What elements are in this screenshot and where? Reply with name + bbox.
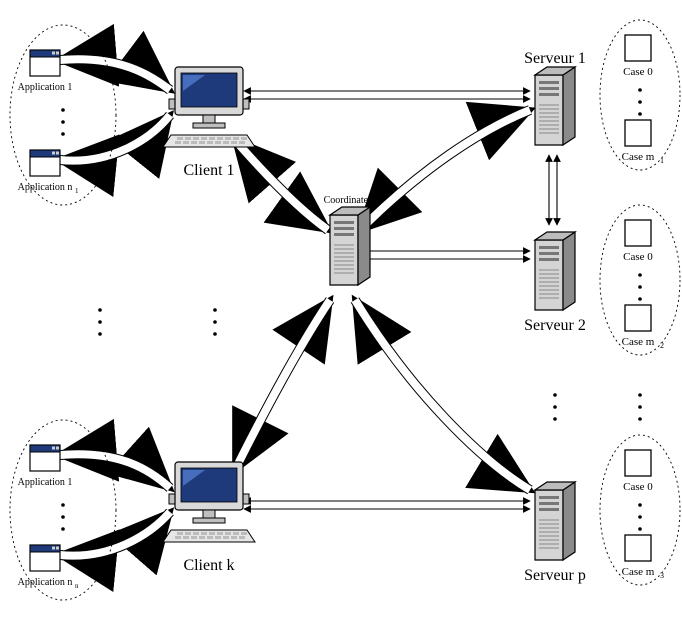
vdots bbox=[61, 503, 65, 531]
vdots bbox=[638, 503, 642, 531]
group-ellipse bbox=[10, 25, 116, 205]
serveur-p-label: Serveur p bbox=[524, 567, 586, 584]
group-ellipse bbox=[600, 205, 680, 355]
application-window bbox=[30, 445, 60, 471]
case-box bbox=[625, 35, 651, 61]
case-label: Case m bbox=[622, 566, 655, 578]
edge bbox=[355, 300, 530, 490]
vdots bbox=[98, 308, 102, 336]
case-label: Case 0 bbox=[623, 481, 653, 493]
case-box bbox=[625, 220, 651, 246]
case-label: Case 0 bbox=[623, 66, 653, 78]
client-k-label: Client k bbox=[183, 557, 234, 574]
client-1 bbox=[163, 67, 255, 147]
vdots bbox=[213, 308, 217, 336]
edge bbox=[60, 115, 170, 161]
vdots bbox=[553, 393, 557, 421]
case-label: Case m bbox=[622, 151, 655, 163]
vdots bbox=[61, 108, 65, 136]
serveur-1 bbox=[535, 67, 575, 145]
case-label: Case 0 bbox=[623, 251, 653, 263]
application-window bbox=[30, 150, 60, 176]
case-box bbox=[625, 535, 651, 561]
edge bbox=[549, 155, 557, 225]
application-window bbox=[30, 50, 60, 76]
case-label: Case m bbox=[622, 336, 655, 348]
vdots bbox=[638, 273, 642, 301]
case-label-sub: 1 bbox=[660, 156, 664, 165]
application-label: Application n bbox=[18, 577, 73, 588]
serveur-2-label: Serveur 2 bbox=[524, 317, 586, 334]
case-box bbox=[625, 305, 651, 331]
serveur-1-label: Serveur 1 bbox=[524, 50, 586, 67]
edge bbox=[244, 91, 530, 99]
vdots bbox=[638, 393, 642, 421]
client-k bbox=[163, 462, 255, 542]
edge bbox=[235, 300, 330, 470]
coordinator-label: Coordinateur bbox=[324, 195, 377, 206]
case-label-sub: 2 bbox=[660, 341, 664, 350]
application-label: Application 1 bbox=[18, 477, 73, 488]
edge bbox=[60, 512, 170, 556]
vdots bbox=[638, 88, 642, 116]
application-label-sub: 1 bbox=[75, 187, 79, 195]
group-ellipse bbox=[600, 435, 680, 585]
application-label: Application 1 bbox=[18, 82, 73, 93]
edge bbox=[60, 59, 170, 90]
case-box bbox=[625, 450, 651, 476]
edge bbox=[360, 110, 530, 230]
application-label: Application n bbox=[18, 182, 73, 193]
client-1-label: Client 1 bbox=[183, 162, 234, 179]
group-ellipse bbox=[600, 20, 680, 170]
edge bbox=[235, 140, 328, 230]
case-box bbox=[625, 120, 651, 146]
edge bbox=[362, 251, 530, 259]
serveur-2 bbox=[535, 232, 575, 310]
serveur-p bbox=[535, 482, 575, 560]
coordinator bbox=[330, 207, 370, 285]
application-label-sub: n bbox=[75, 582, 79, 590]
edge bbox=[60, 454, 170, 488]
application-window bbox=[30, 545, 60, 571]
group-ellipse bbox=[10, 420, 116, 600]
case-label-sub: 3 bbox=[660, 571, 664, 580]
edge bbox=[244, 501, 530, 509]
